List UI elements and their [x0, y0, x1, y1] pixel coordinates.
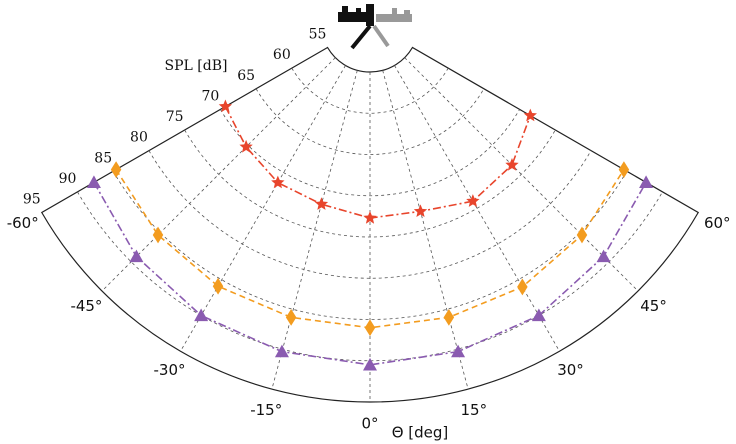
radial-axis-label: SPL [dB] — [165, 58, 228, 74]
angular-tick-label: 45° — [640, 297, 667, 315]
radial-tick-label: 75 — [166, 109, 184, 125]
radial-tick-label: 60 — [273, 47, 291, 63]
angular-tick-label: 15° — [460, 401, 487, 419]
angular-tick-label: -60° — [7, 214, 39, 232]
radial-tick-label: 65 — [237, 68, 255, 84]
angular-tick-label: -30° — [154, 361, 186, 379]
radial-tick-label: 95 — [23, 192, 41, 208]
angular-tick-label: 0° — [361, 415, 378, 433]
angular-axis-label: Θ [deg] — [392, 424, 449, 442]
angular-tick-label: -45° — [70, 297, 102, 315]
radial-tick-label: 90 — [59, 171, 77, 187]
angular-tick-label: 60° — [704, 214, 731, 232]
radial-tick-label: 55 — [309, 27, 327, 43]
angular-tick-label: 30° — [557, 361, 584, 379]
radial-tick-label: 80 — [130, 130, 148, 146]
chart: SPL [dB] Θ [deg] 55 60 65 70 75 80 85 90 95 -60° -… — [0, 0, 736, 444]
angular-tick-label: -15° — [250, 401, 282, 419]
radial-tick-label: 85 — [94, 150, 112, 166]
speaker-icon — [338, 4, 412, 48]
radial-tick-label: 70 — [201, 88, 219, 104]
